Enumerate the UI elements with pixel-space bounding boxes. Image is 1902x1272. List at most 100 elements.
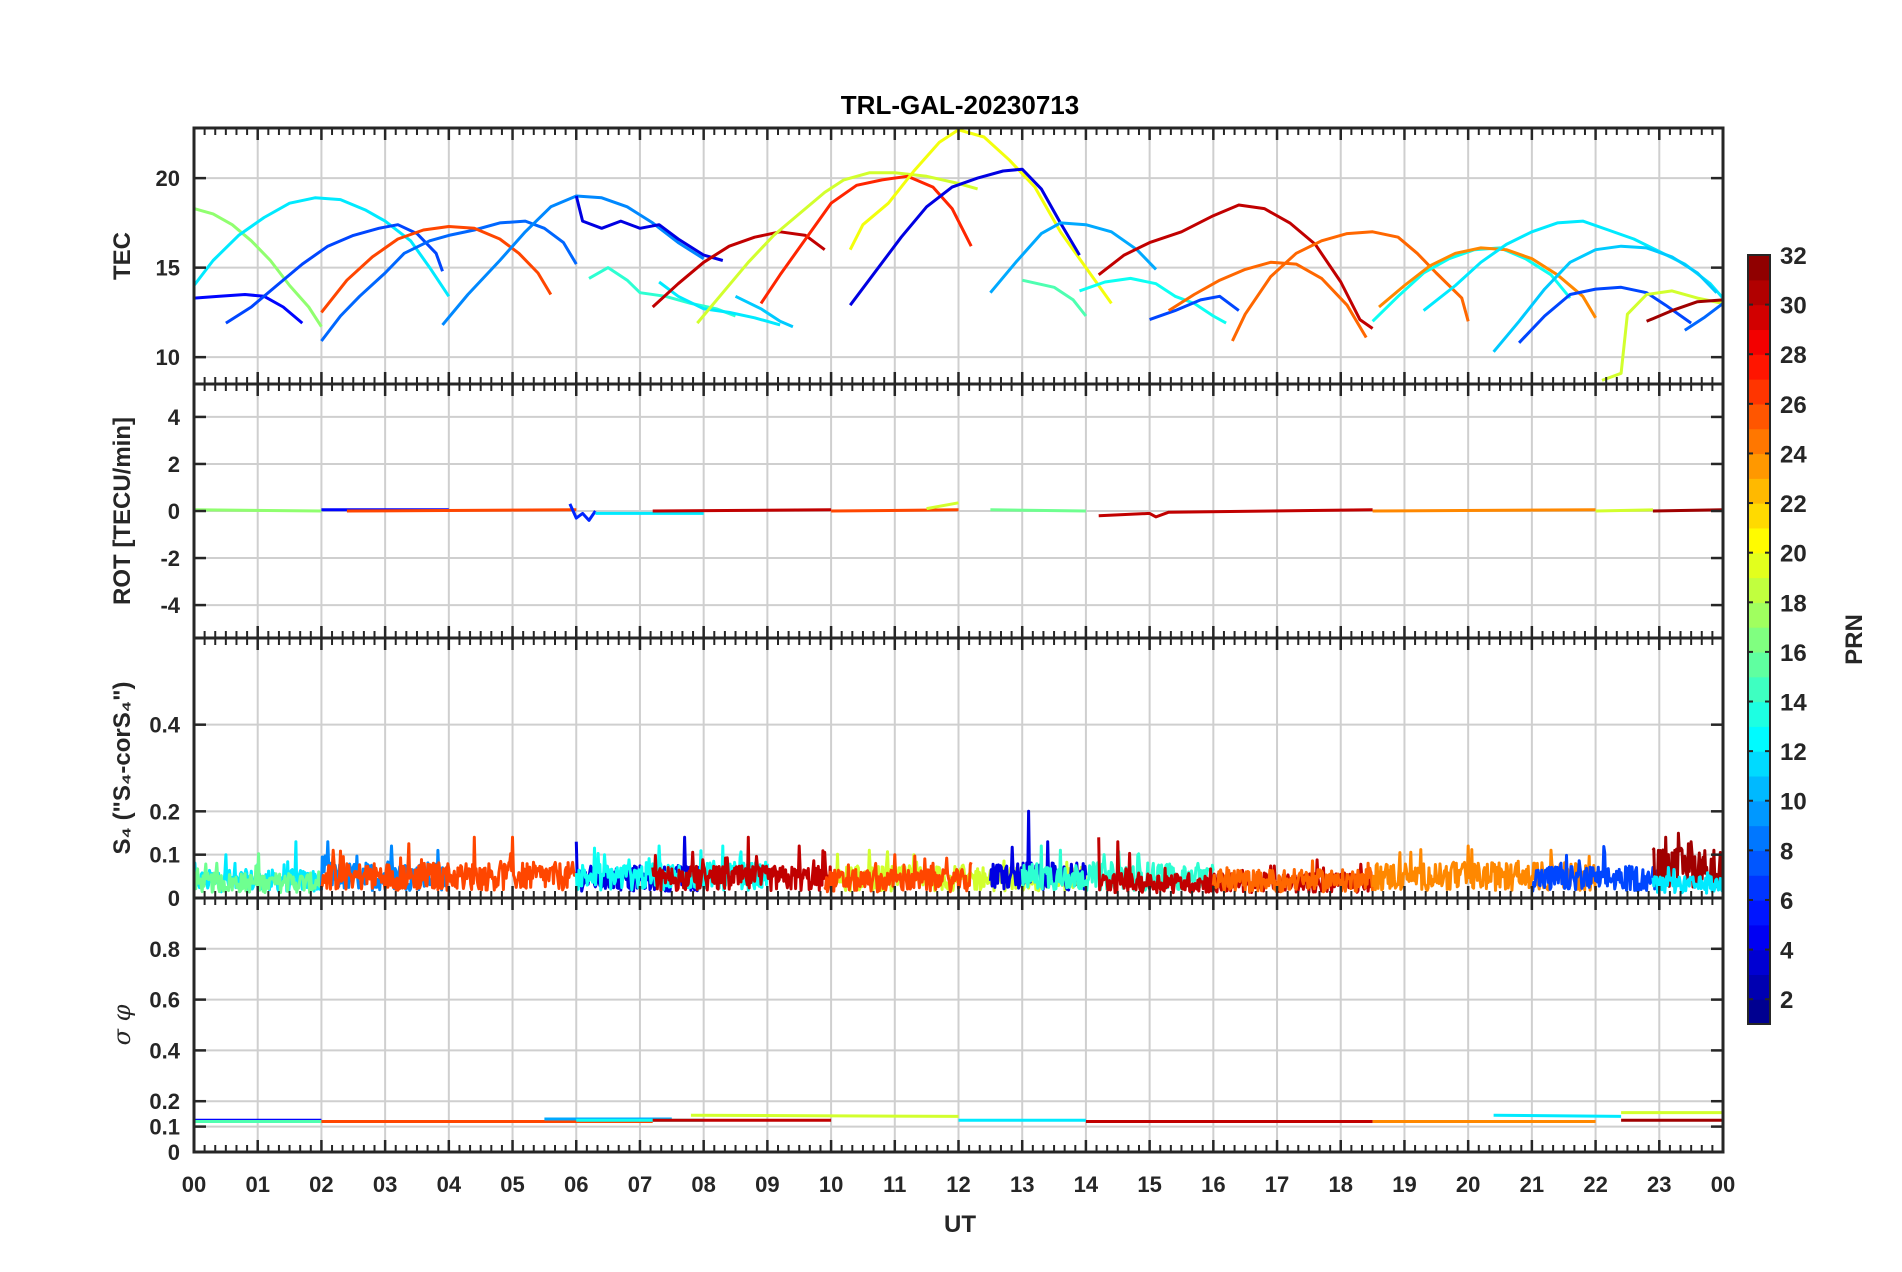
colorbar-tick-label: 20 bbox=[1780, 541, 1807, 568]
y-axis-label: σ φ bbox=[108, 1004, 136, 1045]
x-tick-label: 15 bbox=[1137, 1172, 1161, 1197]
y-tick-label: 0.4 bbox=[149, 1038, 180, 1063]
panel-1: 10 15 20 TEC bbox=[109, 126, 1725, 386]
series-line-prn bbox=[1079, 276, 1227, 325]
colorbar-step bbox=[1748, 354, 1770, 380]
colorbar-step bbox=[1748, 949, 1770, 975]
series-line-prn bbox=[568, 503, 597, 522]
x-tick-label: 22 bbox=[1583, 1172, 1607, 1197]
series-line-prn bbox=[1646, 298, 1723, 323]
series-line-prn bbox=[651, 835, 833, 892]
y-tick-label: 2 bbox=[168, 452, 180, 477]
y-axis-label: ROT [TECU/min] bbox=[109, 417, 136, 605]
colorbar-step bbox=[1748, 527, 1770, 554]
series-line-prn bbox=[1518, 285, 1692, 344]
y-tick-label: 0.6 bbox=[149, 988, 180, 1013]
colorbar-step bbox=[1748, 875, 1770, 901]
colorbar-step bbox=[1748, 453, 1770, 479]
colorbar-step bbox=[1748, 751, 1770, 777]
y-tick-label: 0.2 bbox=[149, 799, 180, 824]
series-line-prn bbox=[194, 508, 322, 513]
series-line-prn bbox=[690, 1113, 959, 1118]
colorbar-step bbox=[1748, 379, 1770, 405]
series-line-prn bbox=[1683, 302, 1723, 332]
x-tick-label: 09 bbox=[755, 1172, 779, 1197]
series-line-prn bbox=[652, 508, 832, 513]
x-tick-label: 21 bbox=[1520, 1172, 1544, 1197]
series-line-prn bbox=[1372, 508, 1596, 513]
colorbar-step bbox=[1748, 627, 1770, 653]
colorbar-step bbox=[1748, 651, 1770, 678]
y-tick-label: 20 bbox=[156, 166, 180, 191]
x-tick-label: 17 bbox=[1265, 1172, 1289, 1197]
colorbar-step bbox=[1748, 701, 1770, 727]
series-line-prn bbox=[1492, 244, 1718, 353]
x-tick-label: 18 bbox=[1329, 1172, 1353, 1197]
series-line-prn bbox=[1149, 294, 1240, 322]
y-tick-label: -2 bbox=[160, 546, 180, 571]
x-tick-label: 20 bbox=[1456, 1172, 1480, 1197]
series-line-prn bbox=[194, 852, 323, 895]
x-tick-label: 00 bbox=[182, 1172, 206, 1197]
series-line-prn bbox=[823, 853, 973, 894]
colorbar-step bbox=[1748, 304, 1770, 331]
series-line-prn bbox=[849, 167, 1081, 307]
colorbar-step bbox=[1748, 403, 1770, 430]
series-line-prn bbox=[1211, 859, 1375, 894]
colorbar-tick-label: 12 bbox=[1780, 739, 1807, 766]
y-tick-label: 4 bbox=[168, 405, 181, 430]
colorbar-step bbox=[1748, 279, 1770, 306]
series-line-prn bbox=[1530, 845, 1661, 893]
series-line-prn bbox=[759, 174, 973, 305]
x-tick-label: 10 bbox=[819, 1172, 843, 1197]
colorbar-tick-label: 28 bbox=[1780, 342, 1807, 369]
y-tick-label: 15 bbox=[156, 256, 180, 281]
series-line-prn bbox=[989, 221, 1158, 294]
series-line-prn bbox=[1371, 246, 1572, 323]
colorbar-step bbox=[1748, 255, 1770, 281]
colorbar-step bbox=[1748, 800, 1770, 827]
colorbar-step bbox=[1748, 924, 1770, 951]
x-tick-label: 03 bbox=[373, 1172, 397, 1197]
series-line-prn bbox=[1021, 278, 1088, 317]
series-line-prn bbox=[734, 294, 794, 329]
colorbar-step bbox=[1748, 999, 1770, 1025]
colorbar-tick-label: 8 bbox=[1780, 838, 1793, 865]
y-tick-label: 0.1 bbox=[149, 843, 180, 868]
colorbar-tick-label: 18 bbox=[1780, 590, 1807, 617]
colorbar-tick-label: 32 bbox=[1780, 243, 1807, 270]
colorbar-tick-label: 2 bbox=[1780, 987, 1793, 1014]
colorbar-tick-label: 22 bbox=[1780, 491, 1807, 518]
colorbar-step bbox=[1748, 775, 1770, 802]
y-tick-label: 0.8 bbox=[149, 937, 180, 962]
x-tick-label: 19 bbox=[1392, 1172, 1416, 1197]
colorbar-step bbox=[1748, 850, 1770, 876]
series-line-prn bbox=[320, 219, 578, 342]
x-tick-label: 12 bbox=[946, 1172, 970, 1197]
y-tick-label: -4 bbox=[160, 593, 180, 618]
colorbar-step bbox=[1748, 825, 1770, 851]
colorbar-tick-label: 30 bbox=[1780, 293, 1807, 320]
colorbar-step bbox=[1748, 726, 1770, 752]
colorbar-step bbox=[1748, 478, 1770, 504]
series-line-prn bbox=[1231, 230, 1470, 342]
colorbar-step bbox=[1748, 503, 1770, 529]
series-line-prn bbox=[225, 223, 444, 325]
y-tick-label: 0.4 bbox=[149, 713, 180, 738]
series-line-prn bbox=[1651, 866, 1723, 895]
colorbar-tick-label: 26 bbox=[1780, 392, 1807, 419]
x-tick-label: 23 bbox=[1647, 1172, 1671, 1197]
colorbar-step bbox=[1748, 974, 1770, 1000]
colorbar-tick-label: 14 bbox=[1780, 690, 1807, 717]
x-tick-label: 05 bbox=[500, 1172, 524, 1197]
x-tick-label: 00 bbox=[1711, 1172, 1735, 1197]
y-axis-label: S₄ ("S₄-corS₄") bbox=[109, 681, 136, 854]
series-line-prn bbox=[1378, 246, 1597, 319]
series-line-prn bbox=[831, 508, 959, 513]
y-tick-label: 0 bbox=[168, 499, 180, 524]
x-tick-label: 06 bbox=[564, 1172, 588, 1197]
y-axis-label: TEC bbox=[109, 232, 136, 280]
